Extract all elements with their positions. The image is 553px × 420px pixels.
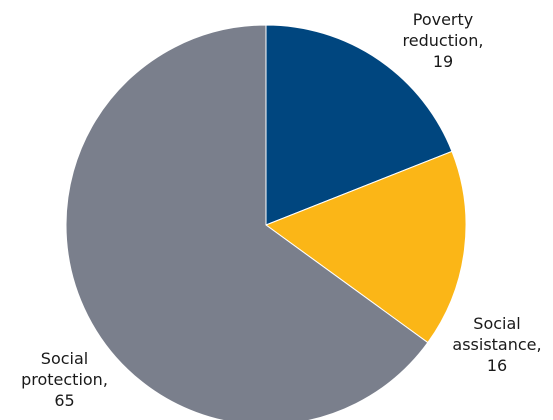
slice-label-line: reduction, [402, 31, 484, 50]
slice-value: 65 [54, 391, 75, 410]
slice-label-line: assistance, [452, 335, 542, 354]
pie-slice-poverty-reduction [265, 24, 453, 226]
slice-label-line: Poverty [412, 10, 474, 29]
slice-value: 16 [486, 356, 508, 375]
slice-label-social-assistance: Social assistance, 16 [442, 313, 552, 376]
slice-label-line: Social [473, 314, 521, 333]
slice-label-poverty-reduction: Poverty reduction, 19 [388, 9, 498, 72]
slice-value: 19 [432, 52, 454, 71]
slice-label-line: protection, [21, 370, 108, 389]
pie-slice-social-protection [65, 24, 429, 420]
pie-slice-social-assistance [264, 150, 467, 344]
slice-label-line: Social [40, 349, 89, 368]
slice-label-social-protection: Social protection, 65 [12, 348, 117, 411]
